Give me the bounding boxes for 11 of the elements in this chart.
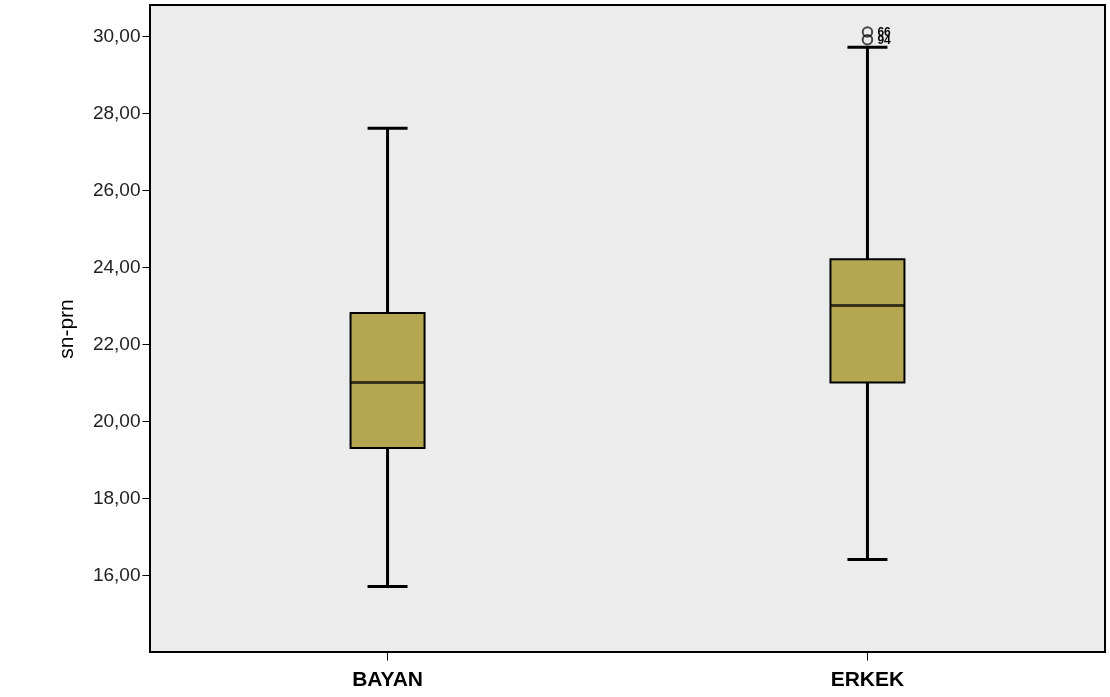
x-tick-label: ERKEK bbox=[830, 666, 905, 690]
y-tick-label: 26,00 bbox=[92, 179, 141, 201]
y-tick-label: 30,00 bbox=[92, 25, 141, 47]
y-tick-label: 22,00 bbox=[92, 333, 141, 355]
x-tick-label: BAYAN bbox=[352, 666, 423, 690]
y-tick-label: 20,00 bbox=[92, 410, 141, 432]
y-tick-label: 16,00 bbox=[92, 564, 141, 586]
y-tick-label: 24,00 bbox=[92, 256, 141, 278]
y-tick-label: 18,00 bbox=[92, 487, 141, 509]
y-axis-title: sn-prn bbox=[53, 299, 77, 359]
y-tick-label: 28,00 bbox=[92, 102, 141, 124]
